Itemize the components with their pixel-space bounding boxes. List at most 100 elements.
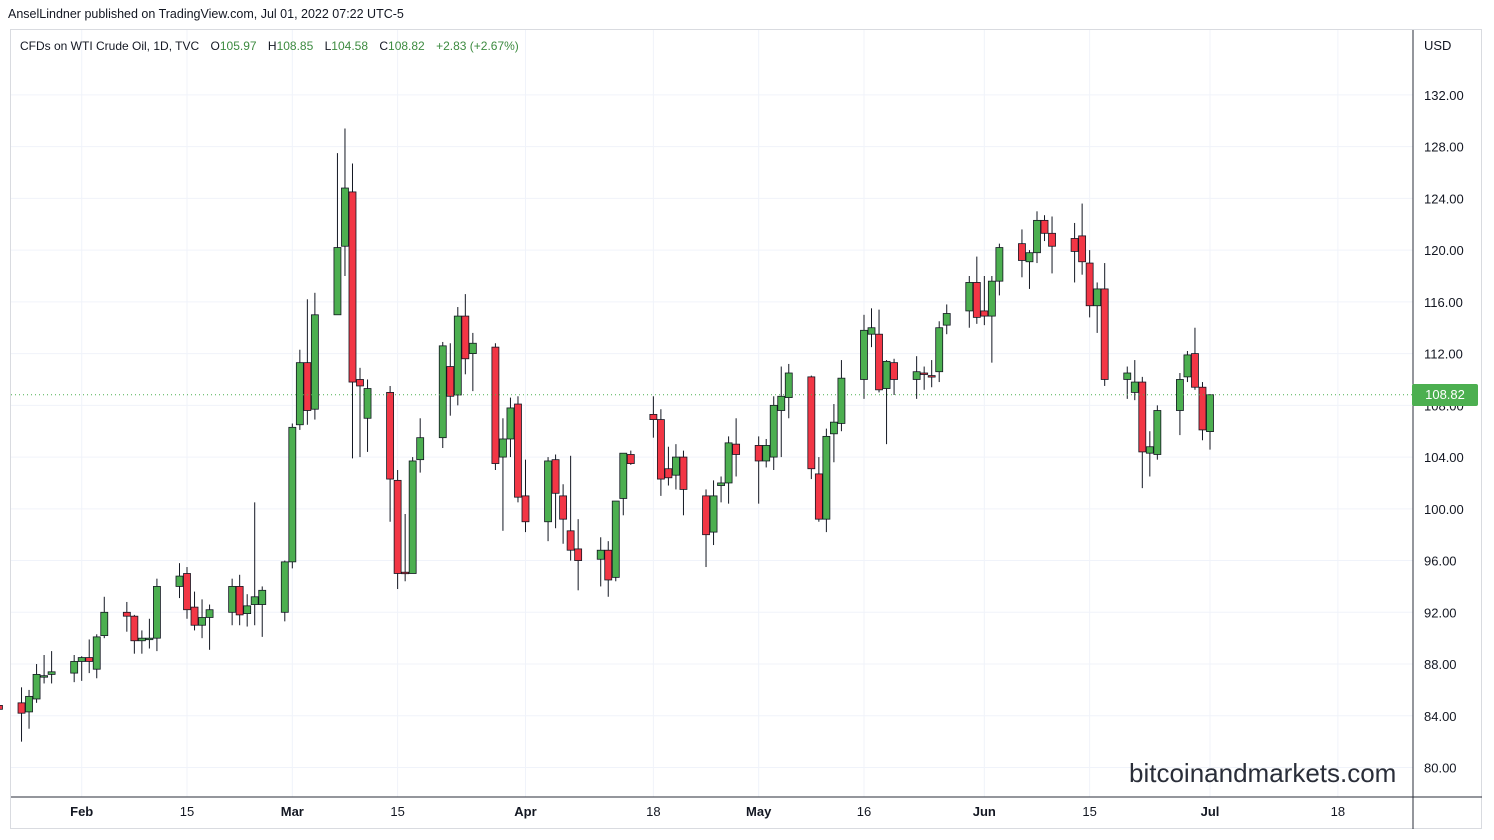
candle-body xyxy=(521,495,530,523)
low-value: 104.58 xyxy=(331,39,368,53)
candle-up xyxy=(228,578,237,626)
candle-body xyxy=(559,495,568,520)
x-tick-label: 18 xyxy=(646,804,660,819)
candle-body xyxy=(875,333,883,391)
candle-up xyxy=(942,304,951,335)
y-tick-label: 92.00 xyxy=(1424,605,1457,620)
candle-down xyxy=(1018,229,1026,278)
candle-body xyxy=(1025,252,1034,263)
candle-down xyxy=(446,343,455,416)
candle-body xyxy=(130,615,139,642)
open-label: O xyxy=(210,39,220,53)
candle-down xyxy=(401,513,410,582)
candle-body xyxy=(1093,288,1102,307)
candle-up xyxy=(867,308,876,348)
symbol-label: CFDs on WTI Crude Oil, 1D, TVC xyxy=(20,39,200,53)
candles xyxy=(0,128,1214,742)
candle-up xyxy=(1145,431,1154,477)
candle-down xyxy=(927,360,936,388)
candle-up xyxy=(762,438,771,468)
candle-body xyxy=(717,482,725,486)
candle-up xyxy=(363,379,372,452)
candle-down xyxy=(604,541,613,597)
candle-up xyxy=(408,457,417,574)
high-label: H xyxy=(267,39,277,53)
candle-body xyxy=(341,187,349,247)
watermark: bitcoinandmarkets.com xyxy=(1129,758,1397,788)
candle-body xyxy=(446,366,455,397)
candle-up xyxy=(1123,366,1132,399)
candle-down xyxy=(1070,222,1079,283)
candle-down xyxy=(551,454,560,529)
candle-body xyxy=(40,675,48,678)
candle-up xyxy=(1093,282,1102,333)
x-tick-label: 15 xyxy=(180,804,194,819)
candle-body xyxy=(1078,235,1087,263)
high-value: 108.85 xyxy=(276,39,314,53)
candle-down xyxy=(890,358,898,395)
candle-body xyxy=(724,442,733,484)
candle-up xyxy=(987,275,996,363)
last-price-tag: 108.82 xyxy=(1412,383,1478,406)
x-tick-label: 18 xyxy=(1331,804,1345,819)
candle-body xyxy=(32,673,41,700)
candle-down xyxy=(386,385,395,522)
candle-body xyxy=(664,468,673,479)
close-label: C xyxy=(379,39,389,53)
x-tick-label: Feb xyxy=(70,804,93,819)
candle-down xyxy=(521,459,530,533)
candle-down xyxy=(980,275,989,326)
candle-body xyxy=(942,313,951,326)
candle-body xyxy=(393,479,402,574)
candle-body xyxy=(784,372,793,398)
candle-body xyxy=(1153,410,1162,455)
candle-body xyxy=(1018,243,1026,261)
candle-up xyxy=(92,634,101,679)
candle-body xyxy=(574,548,583,561)
candle-body xyxy=(235,586,244,616)
y-tick-label: 128.00 xyxy=(1424,140,1464,155)
candle-up xyxy=(882,360,891,445)
candle-body xyxy=(205,609,214,618)
candle-up xyxy=(860,314,868,399)
candle-up xyxy=(724,436,733,504)
candle-body xyxy=(145,637,154,641)
candle-body xyxy=(258,589,267,605)
candle-up xyxy=(468,332,477,392)
candle-body xyxy=(77,657,86,662)
x-tick-label: 15 xyxy=(390,804,404,819)
candle-down xyxy=(1040,215,1049,242)
candle-body xyxy=(228,586,237,613)
candle-down xyxy=(679,450,688,516)
candle-body xyxy=(860,329,868,380)
candle-up xyxy=(1130,360,1139,401)
candle-down xyxy=(566,455,575,561)
axes xyxy=(11,30,1482,829)
candle-up xyxy=(784,363,793,419)
y-tick-label: 84.00 xyxy=(1424,709,1457,724)
candle-up xyxy=(416,418,425,473)
chart-frame xyxy=(10,29,1482,829)
candle-body xyxy=(198,617,206,626)
candle-body xyxy=(506,407,515,440)
candle-down xyxy=(17,687,26,742)
candle-body xyxy=(656,419,665,480)
candle-body xyxy=(47,671,56,675)
candle-down xyxy=(732,418,741,477)
candle-body xyxy=(837,377,846,424)
candle-body xyxy=(1033,219,1041,254)
candle-body xyxy=(92,636,101,670)
candle-body xyxy=(1040,219,1049,234)
currency-label[interactable]: USD xyxy=(1424,38,1452,53)
candle-body xyxy=(153,586,161,639)
candle-up xyxy=(47,651,56,684)
candle-down xyxy=(461,294,470,375)
y-tick-label: 116.00 xyxy=(1424,295,1463,310)
candle-down xyxy=(1078,203,1087,275)
candle-body xyxy=(611,500,620,578)
candle-up xyxy=(1206,394,1214,450)
candle-body xyxy=(965,282,974,312)
candle-up xyxy=(40,654,48,684)
candle-body xyxy=(709,495,718,533)
